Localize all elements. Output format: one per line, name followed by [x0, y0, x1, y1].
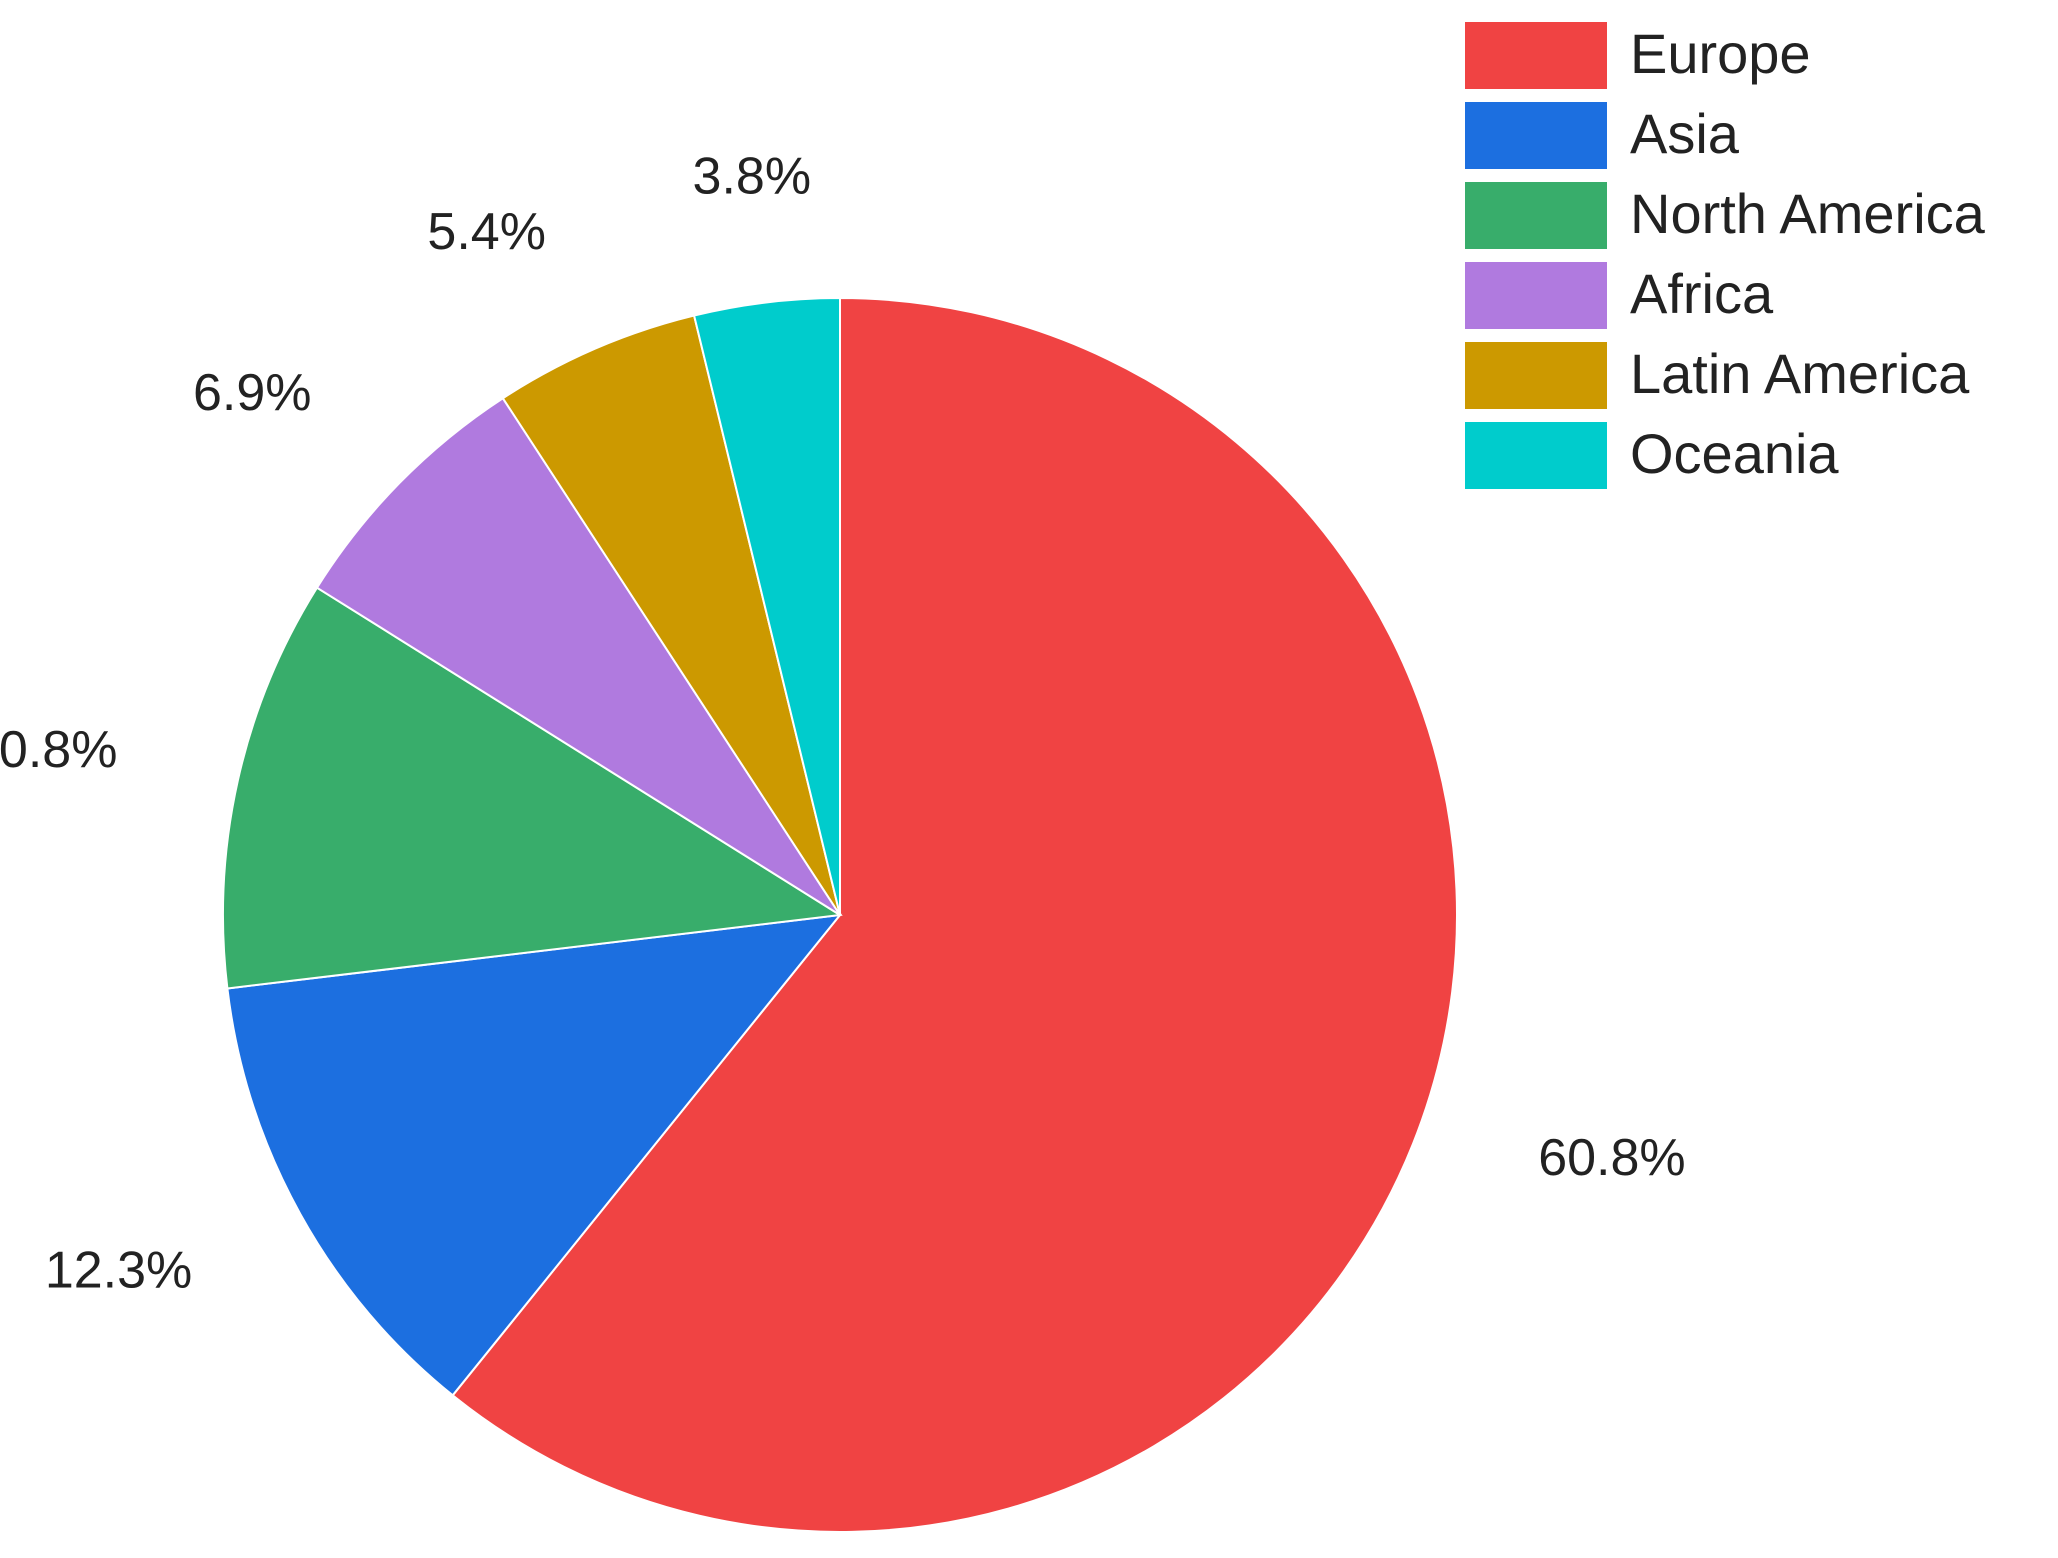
pie-slice	[501, 314, 841, 916]
pie-slice	[226, 913, 843, 1397]
slice-label: 5.4%	[427, 203, 546, 261]
slice-label: 60.8%	[1538, 1129, 1685, 1187]
slice-label: 10.8%	[0, 721, 117, 779]
legend-swatch	[1465, 342, 1607, 409]
legend-label: Asia	[1630, 102, 1740, 165]
legend-swatch	[1465, 262, 1607, 329]
legend-swatch	[1465, 22, 1607, 89]
slice-label: 12.3%	[45, 1241, 192, 1299]
legend-swatch	[1465, 422, 1607, 489]
legend-label: North America	[1630, 182, 1986, 245]
pie-slice	[315, 396, 841, 916]
legend-label: Oceania	[1630, 422, 1839, 485]
pie-slice	[451, 296, 1458, 1533]
legend-swatch	[1465, 102, 1607, 169]
legend-label: Latin America	[1630, 342, 1970, 405]
legend-swatch	[1465, 182, 1607, 249]
slice-label: 3.8%	[693, 148, 812, 206]
pie-slice	[692, 296, 841, 916]
pie-slice	[222, 586, 843, 990]
legend-label: Africa	[1630, 262, 1774, 325]
slice-label: 6.9%	[193, 364, 312, 422]
legend-label: Europe	[1630, 22, 1811, 85]
